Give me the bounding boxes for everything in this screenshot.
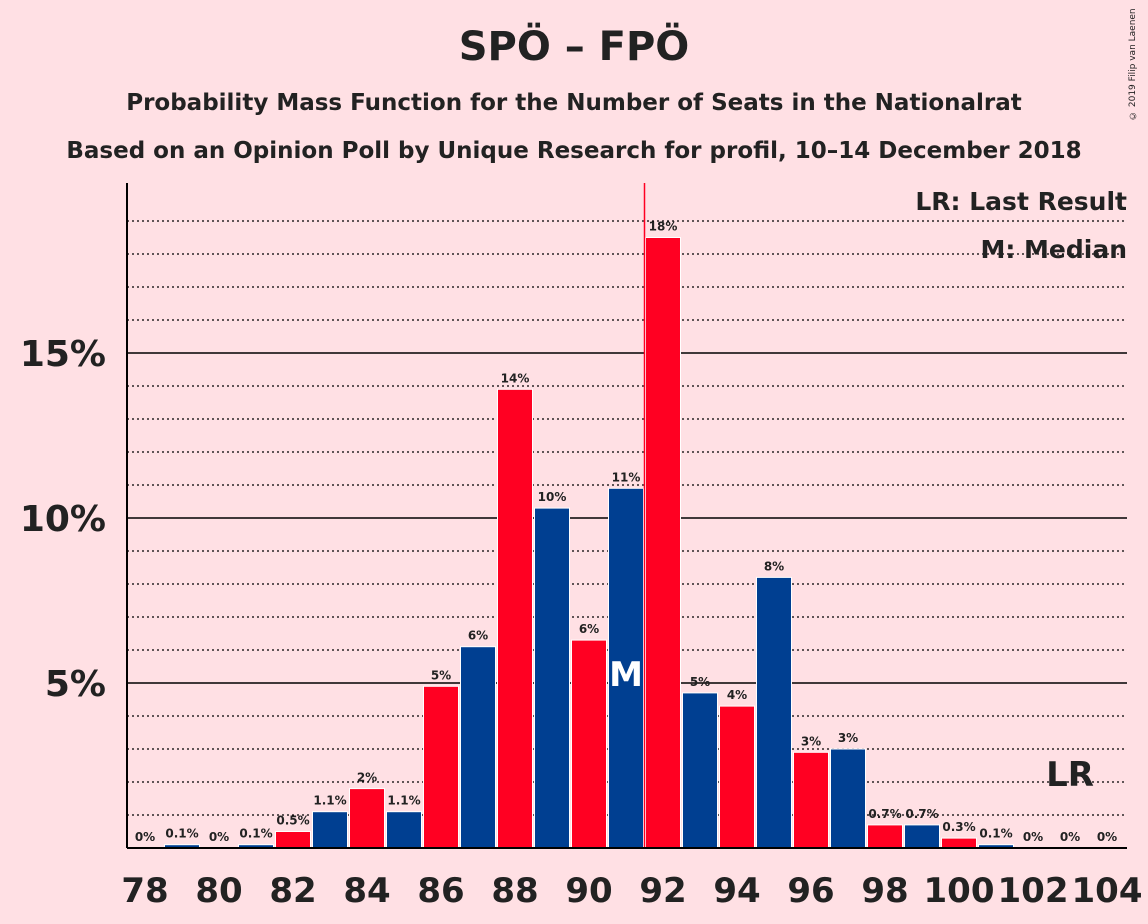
bar: [941, 837, 977, 849]
x-tick-label: 86: [417, 871, 464, 911]
data-label: 5%: [431, 668, 451, 682]
chart-subtitle-source: Based on an Opinion Poll by Unique Resea…: [66, 138, 1082, 164]
y-tick-label: 10%: [20, 499, 106, 540]
data-label: 0%: [1097, 830, 1117, 844]
bar: [756, 576, 792, 849]
data-label: 10%: [538, 490, 567, 504]
data-label: 0%: [135, 830, 155, 844]
data-label: 18%: [649, 220, 678, 234]
x-tick-label: 98: [861, 871, 908, 911]
x-tick-label: 90: [565, 871, 612, 911]
data-label: 0.1%: [239, 827, 272, 841]
data-label: 3%: [801, 734, 821, 748]
data-label: 0.3%: [942, 820, 975, 834]
data-label: 8%: [764, 559, 784, 573]
x-tick-label: 82: [269, 871, 316, 911]
bar: [460, 646, 496, 849]
y-tick-label: 15%: [20, 334, 106, 375]
median-marker: M: [609, 655, 643, 695]
legend-last-result: LR: Last Result: [915, 187, 1127, 216]
bar: [275, 831, 311, 849]
data-label: 2%: [357, 771, 377, 785]
x-tick-label: 92: [639, 871, 686, 911]
x-tick-label: 100: [924, 871, 995, 911]
data-label: 0%: [209, 830, 229, 844]
bar: [497, 388, 533, 849]
legend-median: M: Median: [980, 235, 1127, 264]
chart-subtitle: Probability Mass Function for the Number…: [126, 90, 1022, 116]
data-label: 0.5%: [276, 814, 309, 828]
bar: [719, 705, 755, 849]
data-label: 0%: [1060, 830, 1080, 844]
last-result-marker: LR: [1046, 755, 1094, 795]
data-label: 1.1%: [387, 794, 420, 808]
data-label: 3%: [838, 731, 858, 745]
data-label: 0%: [1023, 830, 1043, 844]
x-tick-label: 88: [491, 871, 538, 911]
bar: [904, 824, 940, 849]
bar: [830, 748, 866, 849]
x-tick-label: 94: [713, 871, 760, 911]
bar: [534, 507, 570, 849]
x-tick-label: 78: [121, 871, 168, 911]
data-label: 14%: [501, 371, 530, 385]
data-label: 11%: [612, 470, 641, 484]
data-label: 0.7%: [905, 807, 938, 821]
bar: [423, 685, 459, 849]
x-tick-label: 96: [787, 871, 834, 911]
data-label: 1.1%: [313, 794, 346, 808]
bar: [867, 824, 903, 849]
data-label: 0.7%: [868, 807, 901, 821]
bar: [312, 811, 348, 849]
bar: [571, 639, 607, 849]
data-label: 6%: [579, 622, 599, 636]
x-tick-label: 80: [195, 871, 242, 911]
chart-title: SPÖ – FPÖ: [458, 24, 690, 70]
data-label: 4%: [727, 688, 747, 702]
y-tick-label: 5%: [45, 664, 106, 705]
data-label: 5%: [690, 675, 710, 689]
bar: [349, 788, 385, 849]
data-label: 6%: [468, 629, 488, 643]
bar: [386, 811, 422, 849]
x-tick-label: 102: [998, 871, 1069, 911]
bar: [645, 237, 681, 849]
x-tick-label: 84: [343, 871, 390, 911]
bar: [793, 751, 829, 849]
data-label: 0.1%: [979, 827, 1012, 841]
data-label: 0.1%: [165, 827, 198, 841]
x-tick-label: 104: [1072, 871, 1143, 911]
bar: [682, 692, 718, 849]
